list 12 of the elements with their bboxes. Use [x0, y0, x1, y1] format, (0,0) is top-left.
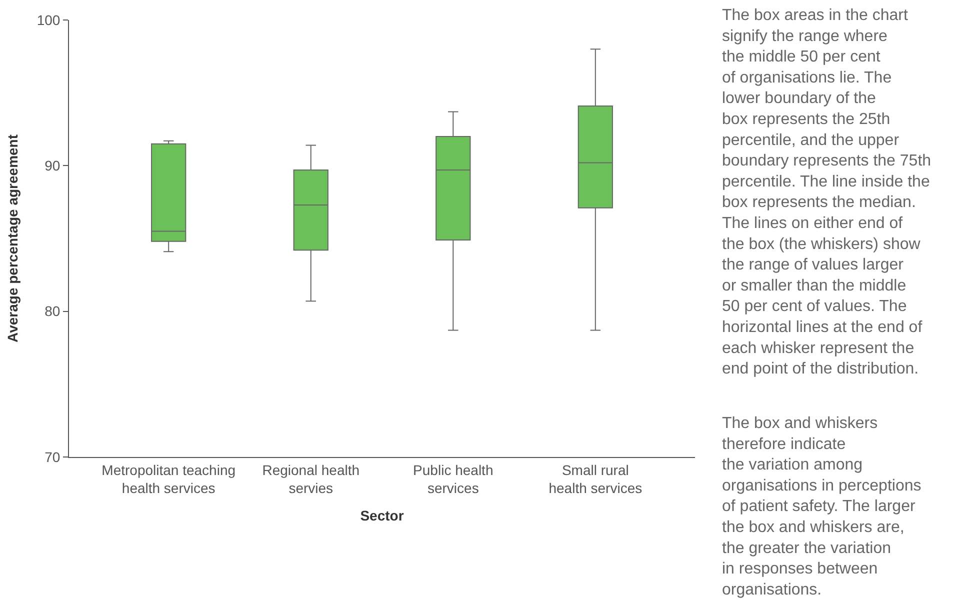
x-tick-label: Public health services [413, 462, 494, 496]
text: The box and whiskers therefore indicate the variation among organisations in perceptions of patient safety. The larger the box and whiskers are, the greater the variation in responses between organisations. [722, 415, 922, 598]
y-tick-label: 100 [36, 12, 60, 28]
y-tick-label: 70 [44, 448, 60, 465]
y-tick-label: 90 [44, 158, 60, 174]
text: The box areas in the chart signify the range where the middle 50 per cent of organisations lie. The lower boundary of the box represents the 25th percentile, and the upper boundary represents the 75th percentile. The line inside the box represents the median. The lines on either end of the box (the whiskers) show the range of values larger or smaller than the middle 50 per cent of values. The horizontal lines at the end of each whisker represent the end point of the distribution. [722, 7, 932, 378]
x-tick-label: Regional health servies [262, 462, 360, 496]
x-tick-label: Metropolitan teaching health services [102, 462, 236, 496]
y-axis-title: Average percentage agreement [4, 134, 20, 343]
x-tick-label: Small rural health services [548, 462, 642, 496]
y-tick-label: 80 [44, 303, 60, 320]
x-axis-title: Sector [360, 507, 404, 524]
